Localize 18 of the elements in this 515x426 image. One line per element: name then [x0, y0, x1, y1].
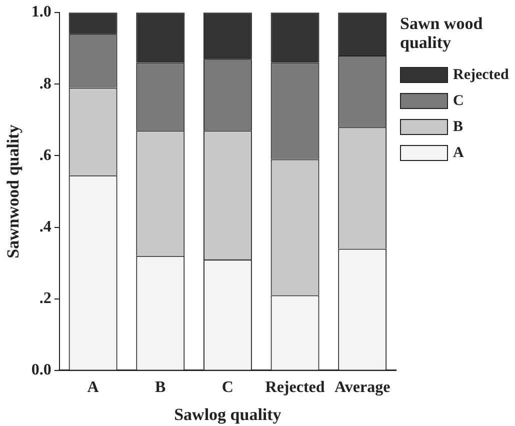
text: A [453, 144, 464, 162]
x-tick-label: Rejected [265, 379, 325, 396]
x-tick-label: C [222, 379, 234, 396]
legend-title: Sawn wood quality [400, 14, 484, 52]
legend-label: C [453, 92, 464, 110]
x-axis-title: Sawlog quality [174, 405, 282, 424]
y-tick-label: 1.0 [31, 4, 52, 21]
y-tick-label: .2 [39, 290, 52, 307]
y-tick-label: .6 [39, 146, 52, 164]
y-tick-label: 0.0 [31, 362, 52, 379]
y-tick-label: .8 [39, 75, 52, 92]
y-tick-label: .4 [39, 218, 52, 236]
legend-label: B [453, 118, 464, 136]
x-tick-label: Average [334, 379, 390, 396]
x-tick-label: B [155, 379, 166, 396]
x-tick-label: A [87, 379, 100, 396]
legend-label: Rejected [453, 66, 509, 84]
y-axis-title: Sawnwood quality [4, 124, 23, 258]
